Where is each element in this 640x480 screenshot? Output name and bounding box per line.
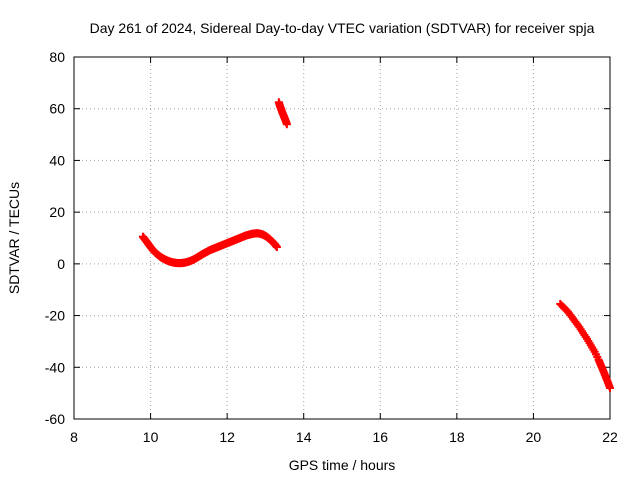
data-points xyxy=(138,98,614,392)
y-tick-label: -60 xyxy=(45,411,65,427)
grid-lines xyxy=(74,57,610,419)
axis-ticks xyxy=(73,56,611,420)
y-tick-label: 80 xyxy=(49,49,65,65)
x-tick-label: 14 xyxy=(296,429,312,445)
x-axis-label: GPS time / hours xyxy=(289,457,396,473)
x-tick-label: 20 xyxy=(526,429,542,445)
x-tick-label: 22 xyxy=(602,429,618,445)
y-tick-label: 20 xyxy=(49,204,65,220)
y-tick-label: 0 xyxy=(57,256,65,272)
y-tick-label: -20 xyxy=(45,308,65,324)
y-tick-label: 60 xyxy=(49,101,65,117)
plot-frame xyxy=(73,56,611,420)
x-tick-label: 12 xyxy=(219,429,235,445)
x-tick-label: 18 xyxy=(449,429,465,445)
data-point xyxy=(272,243,281,252)
y-tick-label: -40 xyxy=(45,359,65,375)
y-tick-labels: -60 -40 -20 0 20 40 60 80 xyxy=(45,49,65,427)
x-tick-label: 10 xyxy=(143,429,159,445)
x-tick-labels: 8 10 12 14 16 18 20 22 xyxy=(70,429,618,445)
data-point xyxy=(282,120,291,129)
x-tick-label: 8 xyxy=(70,429,78,445)
chart-title: Day 261 of 2024, Sidereal Day-to-day VTE… xyxy=(90,20,595,36)
y-axis-label: SDTVAR / TECUs xyxy=(6,182,22,294)
data-point xyxy=(606,383,614,392)
y-tick-label: 40 xyxy=(49,152,65,168)
x-tick-label: 16 xyxy=(372,429,388,445)
